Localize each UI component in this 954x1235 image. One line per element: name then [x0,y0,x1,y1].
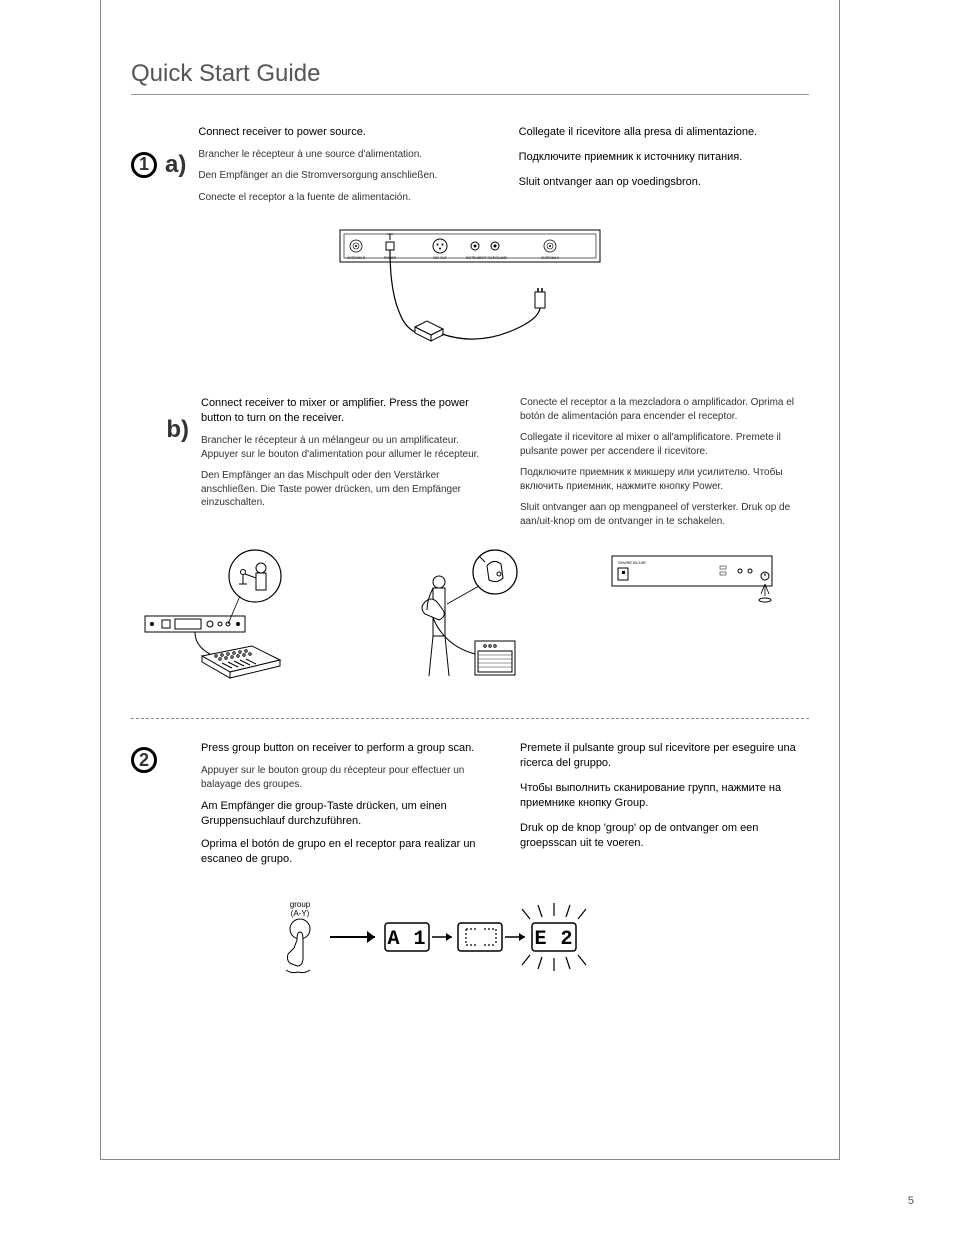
text-line: Conecte el receptor a la fuente de alime… [198,191,488,205]
text-line: Press group button on receiver to perfor… [201,741,490,756]
illus-1b-right: SHURE BLX4R [591,546,809,696]
step-1b-text: Connect receiver to mixer or amplifier. … [201,396,809,528]
step-1a-block: 1 a) Connect receiver to power source. B… [131,125,809,204]
svg-text:SHURE BLX4R: SHURE BLX4R [618,560,646,565]
text-line: Sluit ontvanger aan op mengpaneel of ver… [520,501,809,528]
page-frame: Quick Start Guide 1 a) Connect receiver … [100,0,840,1160]
step-1b-block: b) Connect receiver to mixer or amplifie… [131,396,809,528]
illus-1b-row: SHURE BLX4R [131,546,809,696]
text-line: Am Empfänger die group-Taste drücken, um… [201,799,490,829]
text-line: Подключите приемник к источнику питания. [519,150,809,165]
text-line: Подключите приемник к микшеру или усилит… [520,466,809,493]
text-line: Appuyer sur le bouton group du récepteur… [201,764,490,791]
illus-1b-mid [361,546,579,696]
step-2-block: 2 Press group button on receiver to perf… [131,741,809,866]
text-line: Sluit ontvanger aan op voedingsbron. [519,175,809,190]
illus-1a: ANTENNA B POWER MIC OUT INSTRUMENT OUT V… [131,222,809,372]
svg-text:VOLUME: VOLUME [493,256,506,260]
dashed-separator [131,718,809,719]
text-line: Oprima el botón de grupo en el receptor … [201,837,490,867]
text-line: Brancher le récepteur à une source d'ali… [198,148,488,162]
svg-text:(A-Y): (A-Y) [291,909,310,918]
svg-text:ANTENNA B: ANTENNA B [347,256,365,260]
text-line: Connect receiver to power source. [198,125,488,140]
illus-1b-left [131,546,349,696]
step-1a-text: Connect receiver to power source. Branch… [198,125,809,204]
svg-text:INSTRUMENT OUT: INSTRUMENT OUT [466,256,495,260]
text-line: Collegate il ricevitore al mixer o all'a… [520,431,809,458]
svg-text:A 1: A 1 [387,928,426,951]
page-title: Quick Start Guide [131,60,809,95]
text-line: Чтобы выполнить сканирование групп, нажм… [520,781,809,811]
text-line: Connect receiver to mixer or amplifier. … [201,396,490,426]
page-number: 5 [908,1195,914,1207]
step-2-text: Press group button on receiver to perfor… [201,741,809,866]
svg-text:E 2: E 2 [534,928,573,951]
text-line: Den Empfänger an die Stromversorgung ans… [198,169,488,183]
step-1b-letter: b) [166,416,189,444]
text-line: Collegate il ricevitore alla presa di al… [519,125,809,140]
step-1a-letter: a) [165,151,186,179]
svg-text:ANTENNA A: ANTENNA A [541,256,560,260]
svg-text:MIC OUT: MIC OUT [433,256,447,260]
text-line: Conecte el receptor a la mezcladora o am… [520,396,809,423]
illus-2: group (A-Y) A 1 [131,897,809,997]
step-2-badge: 2 [131,747,157,773]
step-1-badge: 1 [131,152,157,178]
text-line: Premete il pulsante group sul ricevitore… [520,741,809,771]
svg-text:group: group [290,900,311,909]
text-line: Druk op de knop 'group' op de ontvanger … [520,821,809,851]
content-area: Quick Start Guide 1 a) Connect receiver … [101,0,839,1041]
text-line: Den Empfänger an das Mischpult oder den … [201,469,490,510]
text-line: Brancher le récepteur à un mélangeur ou … [201,434,490,461]
